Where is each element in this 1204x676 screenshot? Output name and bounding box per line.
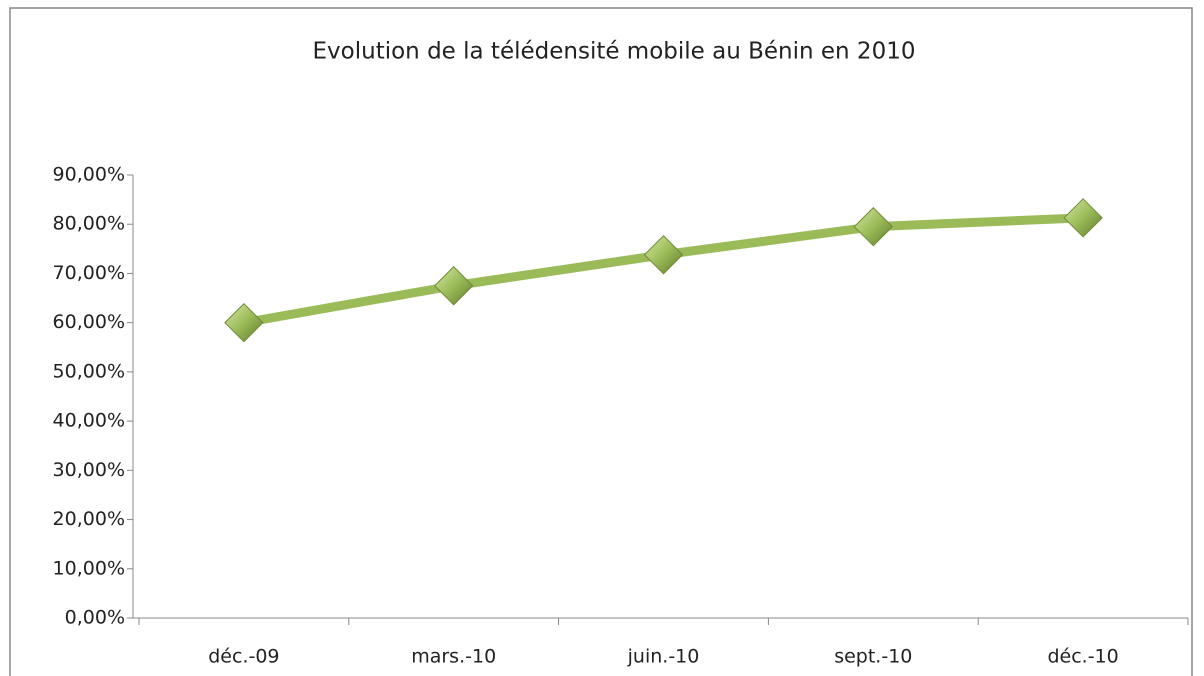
marker: [433, 266, 474, 306]
y-tick-label: 10,00%: [53, 557, 125, 579]
y-tick-label: 80,00%: [53, 213, 125, 235]
x-tick-label: déc.-10: [1047, 646, 1118, 668]
chart-border: [9, 7, 1193, 676]
y-tick-label: 20,00%: [53, 508, 125, 530]
marker: [853, 206, 894, 247]
x-tick-label: déc.-09: [208, 646, 279, 668]
y-tick-label: 50,00%: [53, 360, 125, 382]
y-tick-label: 0,00%: [65, 607, 125, 629]
x-tick-label: sept.-10: [834, 646, 912, 668]
marker: [1063, 198, 1103, 238]
x-tick-label: mars.-10: [411, 646, 496, 668]
marker: [224, 302, 264, 343]
y-tick-label: 30,00%: [53, 459, 125, 481]
chart-title: Evolution de la télédensité mobile au Bé…: [313, 39, 916, 65]
y-tick-label: 70,00%: [53, 262, 125, 284]
y-tick-label: 90,00%: [53, 164, 125, 186]
marker: [643, 235, 684, 275]
y-tick-label: 40,00%: [53, 410, 125, 432]
x-tick-label: juin.-10: [627, 646, 700, 668]
y-tick-label: 60,00%: [53, 311, 125, 333]
